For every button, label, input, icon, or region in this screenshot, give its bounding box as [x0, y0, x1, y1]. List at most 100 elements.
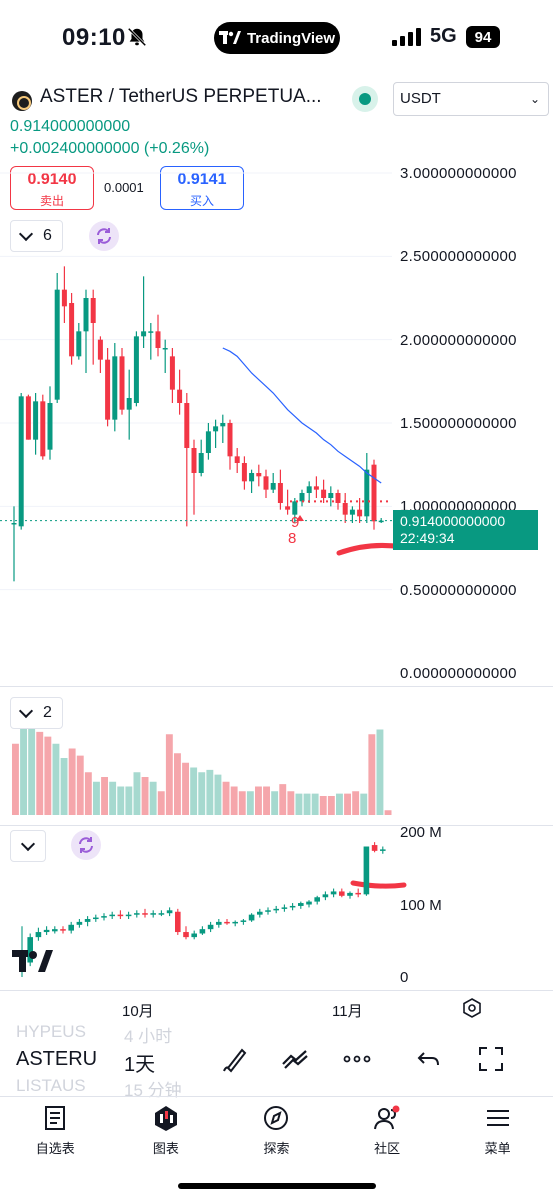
- price-axis-label: 2.500000000000: [400, 248, 517, 265]
- buy-button[interactable]: 0.9141 买入: [160, 166, 244, 210]
- candle: [363, 846, 370, 895]
- candle: [263, 476, 269, 490]
- volume-bar: [157, 791, 165, 815]
- drawing-tools-icon[interactable]: [280, 1044, 310, 1074]
- last-price: 0.914000000000: [10, 118, 131, 135]
- time-axis-divider: [0, 990, 553, 991]
- volume-bar: [336, 793, 343, 815]
- symbol-title[interactable]: ASTER / TetherUS PERPETUA...: [40, 86, 322, 107]
- candle: [40, 401, 46, 457]
- candle: [285, 506, 291, 510]
- candle: [199, 929, 206, 934]
- candle: [76, 331, 82, 357]
- candle: [207, 924, 214, 930]
- watchlist-icon: [45, 1106, 66, 1130]
- candle: [289, 905, 296, 908]
- nav-item-community[interactable]: 社区: [332, 1098, 443, 1168]
- candle: [97, 339, 103, 360]
- candle: [83, 298, 89, 332]
- fullscreen-icon[interactable]: [476, 1044, 506, 1074]
- candle: [134, 913, 140, 915]
- market-open-icon[interactable]: [352, 86, 378, 112]
- candle: [191, 448, 197, 473]
- candle: [133, 336, 139, 403]
- home-indicator: [178, 1183, 376, 1189]
- candle: [18, 396, 24, 527]
- symbol-picker[interactable]: ASTERU: [16, 1048, 98, 1070]
- moving-average-line: [222, 347, 382, 484]
- volume-bar: [384, 810, 392, 815]
- buy-label: 买入: [189, 194, 214, 208]
- prev-timeframe[interactable]: 4 小时: [124, 1027, 173, 1046]
- volume-bar: [174, 753, 181, 815]
- draw-brush-icon[interactable]: [220, 1044, 250, 1074]
- currency-select[interactable]: USDT ⌄: [393, 82, 549, 116]
- candle: [349, 509, 355, 515]
- next-timeframe[interactable]: 15 分钟: [124, 1081, 182, 1100]
- price-axis-label: 0.500000000000: [400, 582, 517, 599]
- indicators-toggle-volume[interactable]: 2: [10, 697, 63, 729]
- volume-bar: [12, 743, 19, 815]
- volume-bar: [295, 793, 303, 815]
- date-axis-label: 11月: [332, 1003, 363, 1020]
- battery-icon: 94: [466, 26, 500, 48]
- candle: [105, 359, 111, 420]
- candle: [35, 932, 42, 938]
- volume-bar: [214, 774, 222, 815]
- chevron-down-icon: [18, 703, 34, 718]
- menu-icon: [486, 1110, 509, 1126]
- price-chart[interactable]: 98: [0, 150, 553, 1010]
- nav-divider: [0, 1096, 553, 1097]
- candle: [158, 913, 165, 915]
- volume-bar: [149, 781, 157, 815]
- volume-bar: [93, 781, 100, 815]
- nav-item-chart[interactable]: 图表: [111, 1098, 222, 1168]
- nav-label: 自选表: [35, 1141, 75, 1156]
- candle: [241, 463, 247, 482]
- pane-divider[interactable]: [0, 686, 553, 687]
- candle: [148, 331, 154, 333]
- timeframe-picker[interactable]: 1天: [124, 1054, 156, 1076]
- volume-bar: [263, 786, 270, 815]
- volume-bar: [376, 729, 384, 815]
- nav-item-watchlist[interactable]: 自选表: [0, 1098, 111, 1168]
- refresh-icon[interactable]: [89, 221, 119, 251]
- indicators-toggle-main[interactable]: 6: [10, 220, 63, 252]
- candle: [162, 348, 168, 350]
- undo-icon[interactable]: [414, 1044, 444, 1074]
- annotation-stroke: [350, 880, 407, 889]
- candle: [216, 921, 222, 925]
- indicators-toggle-lower[interactable]: [10, 830, 46, 862]
- price-axis-label: 1.500000000000: [400, 415, 517, 432]
- network-label: 5G: [430, 25, 457, 47]
- candle: [169, 356, 175, 390]
- candle: [234, 456, 240, 463]
- candle: [380, 849, 386, 851]
- sell-button[interactable]: 0.9140 卖出: [10, 166, 94, 210]
- candle: [27, 937, 33, 963]
- tradingview-pill: TradingView: [214, 22, 340, 54]
- volume-bar: [28, 724, 36, 815]
- candle: [125, 914, 132, 917]
- tradingview-watermark-icon: [12, 950, 53, 972]
- last-price-tag: 0.914000000000 22:49:34: [393, 510, 538, 550]
- settings-icon[interactable]: [462, 998, 482, 1018]
- refresh-icon[interactable]: [71, 830, 101, 860]
- bell-muted-icon: [127, 27, 147, 47]
- candle: [54, 289, 60, 400]
- pane-divider[interactable]: [0, 825, 553, 826]
- sell-label: 卖出: [39, 194, 64, 208]
- chevron-down-icon: [20, 836, 36, 851]
- last-price-tag-value: 0.914000000000: [400, 513, 506, 529]
- next-symbol[interactable]: LISTAUS: [16, 1076, 86, 1095]
- candle: [298, 903, 304, 906]
- prev-symbol[interactable]: HYPEUS: [16, 1022, 86, 1041]
- nav-item-explore[interactable]: 探索: [221, 1098, 332, 1168]
- nav-label: 探索: [263, 1141, 290, 1156]
- volume-bar: [344, 793, 351, 815]
- volume-bar: [182, 762, 189, 815]
- candle-countdown: 22:49:34: [400, 530, 455, 546]
- more-icon[interactable]: [342, 1044, 372, 1074]
- nav-item-menu[interactable]: 菜单: [442, 1098, 553, 1168]
- volume-bar: [60, 758, 68, 815]
